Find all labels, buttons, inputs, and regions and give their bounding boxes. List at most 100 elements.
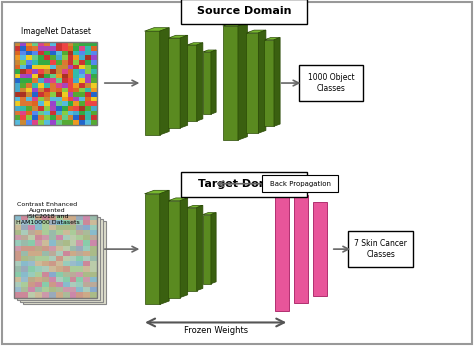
Bar — [56, 225, 63, 230]
Bar — [70, 282, 76, 287]
Bar — [14, 120, 20, 125]
Bar — [70, 220, 76, 225]
Bar — [90, 251, 97, 256]
Bar — [67, 111, 73, 115]
Polygon shape — [274, 38, 280, 126]
Bar — [42, 230, 49, 235]
Bar — [14, 230, 21, 235]
Bar — [62, 101, 68, 106]
Bar — [38, 120, 44, 125]
Bar — [28, 230, 35, 235]
Bar — [70, 225, 76, 230]
Bar — [83, 240, 90, 246]
Bar — [42, 261, 49, 266]
Polygon shape — [145, 31, 160, 135]
Bar — [26, 92, 32, 97]
Bar — [49, 251, 55, 256]
Bar — [49, 235, 55, 240]
Bar — [26, 111, 32, 115]
Bar — [20, 46, 26, 51]
Bar — [50, 42, 55, 46]
Bar — [56, 251, 63, 256]
Bar — [90, 225, 97, 230]
Bar — [76, 251, 83, 256]
Polygon shape — [145, 28, 169, 31]
Bar — [35, 287, 42, 292]
Bar — [67, 97, 73, 101]
Bar — [91, 83, 97, 88]
Bar — [49, 282, 55, 287]
Bar — [83, 251, 90, 256]
Bar — [32, 42, 38, 46]
Bar — [50, 97, 55, 101]
Bar — [44, 106, 50, 111]
Bar — [26, 88, 32, 92]
Bar — [50, 46, 55, 51]
Bar — [49, 266, 55, 272]
Bar — [49, 215, 55, 220]
Bar — [35, 266, 42, 272]
Bar — [56, 92, 62, 97]
Bar — [56, 246, 63, 251]
Bar — [67, 115, 73, 120]
Bar — [62, 42, 68, 46]
Bar — [79, 69, 85, 74]
Bar — [38, 51, 44, 55]
Polygon shape — [160, 28, 169, 135]
Bar — [91, 69, 97, 74]
Bar — [85, 65, 91, 69]
Bar — [56, 55, 62, 60]
Bar — [20, 79, 26, 83]
Bar — [67, 88, 73, 92]
Bar — [26, 74, 32, 79]
Polygon shape — [246, 30, 266, 33]
Bar — [14, 74, 20, 79]
Bar — [38, 65, 44, 69]
Bar — [32, 55, 38, 60]
Bar — [62, 65, 68, 69]
Bar — [32, 51, 38, 55]
Bar — [14, 287, 21, 292]
Bar — [56, 256, 63, 261]
Bar — [44, 74, 50, 79]
Bar — [20, 101, 26, 106]
Bar — [14, 65, 20, 69]
Bar — [38, 74, 44, 79]
Bar — [56, 240, 63, 246]
Bar — [32, 111, 38, 115]
Bar — [26, 69, 32, 74]
Bar — [56, 111, 62, 115]
Polygon shape — [187, 206, 203, 208]
Bar — [14, 220, 21, 225]
Bar — [28, 225, 35, 230]
Bar — [85, 55, 91, 60]
Bar — [35, 256, 42, 261]
Bar — [91, 88, 97, 92]
Bar — [56, 79, 62, 83]
Bar — [91, 115, 97, 120]
Bar — [21, 277, 28, 282]
Bar — [76, 277, 83, 282]
Bar — [50, 111, 55, 115]
Bar — [28, 292, 35, 298]
Bar — [28, 272, 35, 277]
Bar — [91, 46, 97, 51]
FancyBboxPatch shape — [262, 175, 338, 192]
Bar — [67, 60, 73, 65]
Bar — [76, 256, 83, 261]
Bar — [20, 60, 26, 65]
Polygon shape — [223, 26, 238, 140]
Bar — [26, 60, 32, 65]
Bar — [35, 272, 42, 277]
Bar — [91, 120, 97, 125]
Bar — [83, 220, 90, 225]
Bar — [14, 46, 20, 51]
Bar — [73, 88, 79, 92]
Bar — [14, 277, 21, 282]
Bar — [14, 51, 20, 55]
Bar — [85, 83, 91, 88]
Bar — [26, 101, 32, 106]
Bar — [70, 215, 76, 220]
Bar — [62, 97, 68, 101]
Bar — [63, 266, 70, 272]
